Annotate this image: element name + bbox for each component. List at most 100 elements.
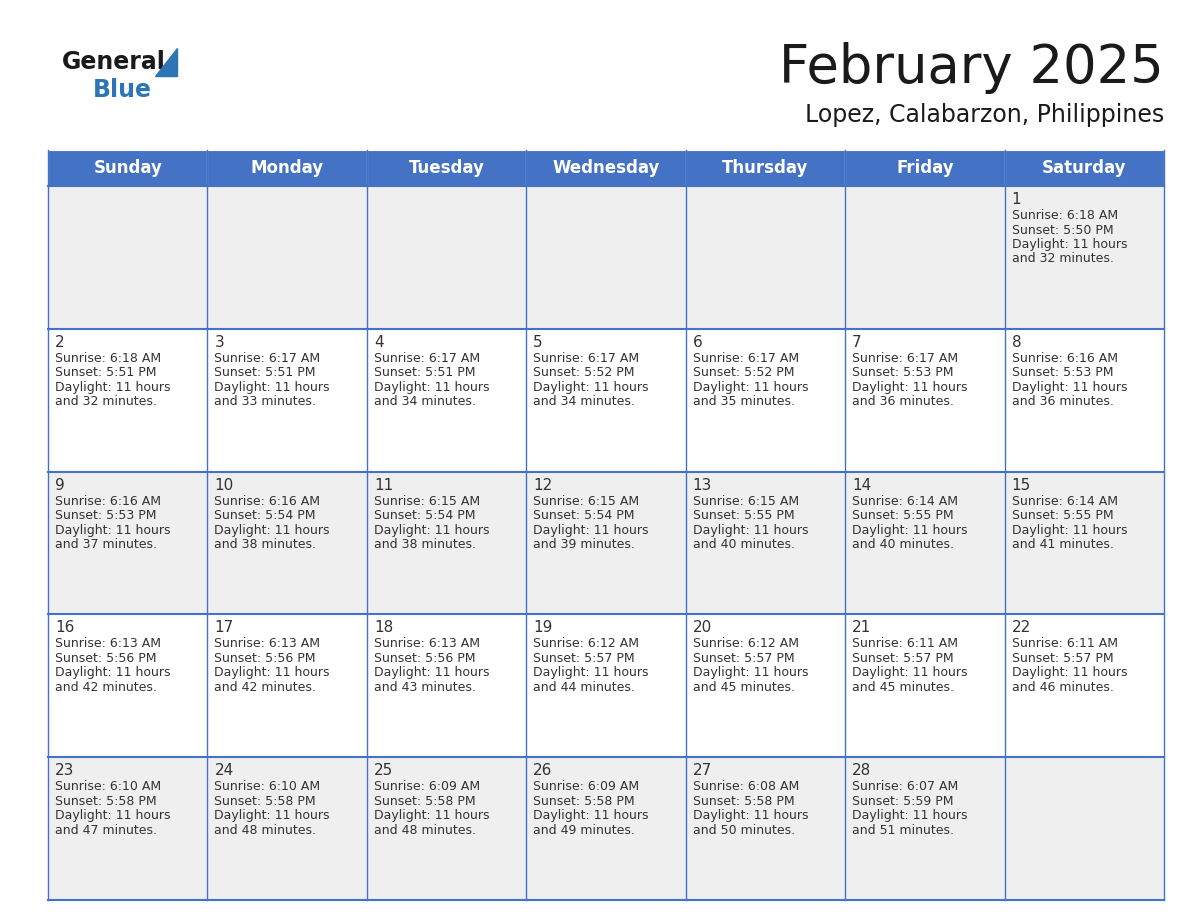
Text: and 46 minutes.: and 46 minutes. bbox=[1011, 681, 1113, 694]
Bar bbox=[1005, 472, 1164, 614]
Text: 22: 22 bbox=[1011, 621, 1031, 635]
Text: Daylight: 11 hours: Daylight: 11 hours bbox=[693, 666, 808, 679]
Bar bbox=[845, 472, 1005, 614]
Text: Daylight: 11 hours: Daylight: 11 hours bbox=[214, 523, 330, 537]
Polygon shape bbox=[154, 48, 177, 76]
Text: Daylight: 11 hours: Daylight: 11 hours bbox=[55, 666, 171, 679]
Text: Daylight: 11 hours: Daylight: 11 hours bbox=[533, 809, 649, 823]
Bar bbox=[48, 150, 208, 186]
Text: Sunset: 5:56 PM: Sunset: 5:56 PM bbox=[214, 652, 316, 665]
Text: Sunset: 5:51 PM: Sunset: 5:51 PM bbox=[374, 366, 475, 379]
Text: and 39 minutes.: and 39 minutes. bbox=[533, 538, 636, 551]
Text: and 43 minutes.: and 43 minutes. bbox=[374, 681, 475, 694]
Text: Sunrise: 6:16 AM: Sunrise: 6:16 AM bbox=[214, 495, 321, 508]
Text: Sunset: 5:54 PM: Sunset: 5:54 PM bbox=[533, 509, 634, 522]
Text: Daylight: 11 hours: Daylight: 11 hours bbox=[533, 381, 649, 394]
Text: Sunrise: 6:13 AM: Sunrise: 6:13 AM bbox=[214, 637, 321, 650]
Text: Daylight: 11 hours: Daylight: 11 hours bbox=[693, 381, 808, 394]
Text: Wednesday: Wednesday bbox=[552, 159, 659, 177]
Text: Sunrise: 6:18 AM: Sunrise: 6:18 AM bbox=[1011, 209, 1118, 222]
Text: Sunrise: 6:17 AM: Sunrise: 6:17 AM bbox=[852, 352, 959, 364]
Text: Sunset: 5:56 PM: Sunset: 5:56 PM bbox=[55, 652, 157, 665]
Bar bbox=[48, 329, 208, 472]
Text: and 38 minutes.: and 38 minutes. bbox=[214, 538, 316, 551]
Bar bbox=[845, 186, 1005, 329]
Bar bbox=[1005, 329, 1164, 472]
Text: and 40 minutes.: and 40 minutes. bbox=[852, 538, 954, 551]
Bar bbox=[367, 757, 526, 900]
Text: Sunrise: 6:17 AM: Sunrise: 6:17 AM bbox=[533, 352, 639, 364]
Text: Sunset: 5:51 PM: Sunset: 5:51 PM bbox=[214, 366, 316, 379]
Text: Daylight: 11 hours: Daylight: 11 hours bbox=[533, 666, 649, 679]
Text: Daylight: 11 hours: Daylight: 11 hours bbox=[852, 381, 968, 394]
Text: Sunrise: 6:11 AM: Sunrise: 6:11 AM bbox=[852, 637, 959, 650]
Text: Daylight: 11 hours: Daylight: 11 hours bbox=[55, 381, 171, 394]
Bar bbox=[526, 186, 685, 329]
Text: 25: 25 bbox=[374, 763, 393, 778]
Text: Daylight: 11 hours: Daylight: 11 hours bbox=[1011, 523, 1127, 537]
Text: Sunset: 5:56 PM: Sunset: 5:56 PM bbox=[374, 652, 475, 665]
Text: Sunset: 5:57 PM: Sunset: 5:57 PM bbox=[852, 652, 954, 665]
Text: Daylight: 11 hours: Daylight: 11 hours bbox=[214, 809, 330, 823]
Bar bbox=[367, 186, 526, 329]
Text: 27: 27 bbox=[693, 763, 712, 778]
Text: Sunset: 5:55 PM: Sunset: 5:55 PM bbox=[693, 509, 795, 522]
Text: Sunset: 5:53 PM: Sunset: 5:53 PM bbox=[852, 366, 954, 379]
Text: and 42 minutes.: and 42 minutes. bbox=[214, 681, 316, 694]
Text: Blue: Blue bbox=[93, 78, 152, 102]
Text: Sunset: 5:53 PM: Sunset: 5:53 PM bbox=[1011, 366, 1113, 379]
Text: Sunset: 5:57 PM: Sunset: 5:57 PM bbox=[533, 652, 634, 665]
Bar bbox=[526, 472, 685, 614]
Text: Daylight: 11 hours: Daylight: 11 hours bbox=[214, 381, 330, 394]
Text: Sunset: 5:58 PM: Sunset: 5:58 PM bbox=[214, 795, 316, 808]
Bar bbox=[208, 186, 367, 329]
Text: 16: 16 bbox=[55, 621, 75, 635]
Text: Daylight: 11 hours: Daylight: 11 hours bbox=[533, 523, 649, 537]
Text: Sunday: Sunday bbox=[94, 159, 162, 177]
Text: Sunrise: 6:10 AM: Sunrise: 6:10 AM bbox=[214, 780, 321, 793]
Text: 21: 21 bbox=[852, 621, 871, 635]
Text: Friday: Friday bbox=[896, 159, 954, 177]
Bar bbox=[208, 757, 367, 900]
Text: and 45 minutes.: and 45 minutes. bbox=[852, 681, 954, 694]
Bar bbox=[685, 329, 845, 472]
Bar bbox=[845, 757, 1005, 900]
Text: Sunrise: 6:17 AM: Sunrise: 6:17 AM bbox=[693, 352, 798, 364]
Text: Sunset: 5:52 PM: Sunset: 5:52 PM bbox=[533, 366, 634, 379]
Text: 23: 23 bbox=[55, 763, 75, 778]
Text: Sunrise: 6:16 AM: Sunrise: 6:16 AM bbox=[1011, 352, 1118, 364]
Bar bbox=[685, 472, 845, 614]
Text: Lopez, Calabarzon, Philippines: Lopez, Calabarzon, Philippines bbox=[804, 103, 1164, 127]
Text: Sunrise: 6:15 AM: Sunrise: 6:15 AM bbox=[693, 495, 798, 508]
Text: Sunrise: 6:09 AM: Sunrise: 6:09 AM bbox=[374, 780, 480, 793]
Text: and 35 minutes.: and 35 minutes. bbox=[693, 396, 795, 409]
Text: Sunset: 5:54 PM: Sunset: 5:54 PM bbox=[374, 509, 475, 522]
Text: Sunset: 5:58 PM: Sunset: 5:58 PM bbox=[533, 795, 634, 808]
Text: and 48 minutes.: and 48 minutes. bbox=[374, 823, 476, 836]
Text: and 33 minutes.: and 33 minutes. bbox=[214, 396, 316, 409]
Text: Daylight: 11 hours: Daylight: 11 hours bbox=[55, 809, 171, 823]
Text: Thursday: Thursday bbox=[722, 159, 809, 177]
Bar bbox=[1005, 150, 1164, 186]
Bar bbox=[48, 614, 208, 757]
Bar bbox=[367, 150, 526, 186]
Text: Sunset: 5:51 PM: Sunset: 5:51 PM bbox=[55, 366, 157, 379]
Bar bbox=[48, 186, 208, 329]
Text: 19: 19 bbox=[533, 621, 552, 635]
Text: 13: 13 bbox=[693, 477, 712, 493]
Text: Daylight: 11 hours: Daylight: 11 hours bbox=[852, 809, 968, 823]
Bar bbox=[526, 614, 685, 757]
Text: and 40 minutes.: and 40 minutes. bbox=[693, 538, 795, 551]
Text: Sunrise: 6:07 AM: Sunrise: 6:07 AM bbox=[852, 780, 959, 793]
Text: February 2025: February 2025 bbox=[779, 42, 1164, 94]
Bar bbox=[1005, 757, 1164, 900]
Text: Sunset: 5:59 PM: Sunset: 5:59 PM bbox=[852, 795, 954, 808]
Text: 6: 6 bbox=[693, 335, 702, 350]
Text: Daylight: 11 hours: Daylight: 11 hours bbox=[55, 523, 171, 537]
Text: and 44 minutes.: and 44 minutes. bbox=[533, 681, 636, 694]
Text: and 38 minutes.: and 38 minutes. bbox=[374, 538, 476, 551]
Text: and 47 minutes.: and 47 minutes. bbox=[55, 823, 157, 836]
Text: Sunrise: 6:18 AM: Sunrise: 6:18 AM bbox=[55, 352, 162, 364]
Bar bbox=[208, 472, 367, 614]
Text: Sunrise: 6:12 AM: Sunrise: 6:12 AM bbox=[693, 637, 798, 650]
